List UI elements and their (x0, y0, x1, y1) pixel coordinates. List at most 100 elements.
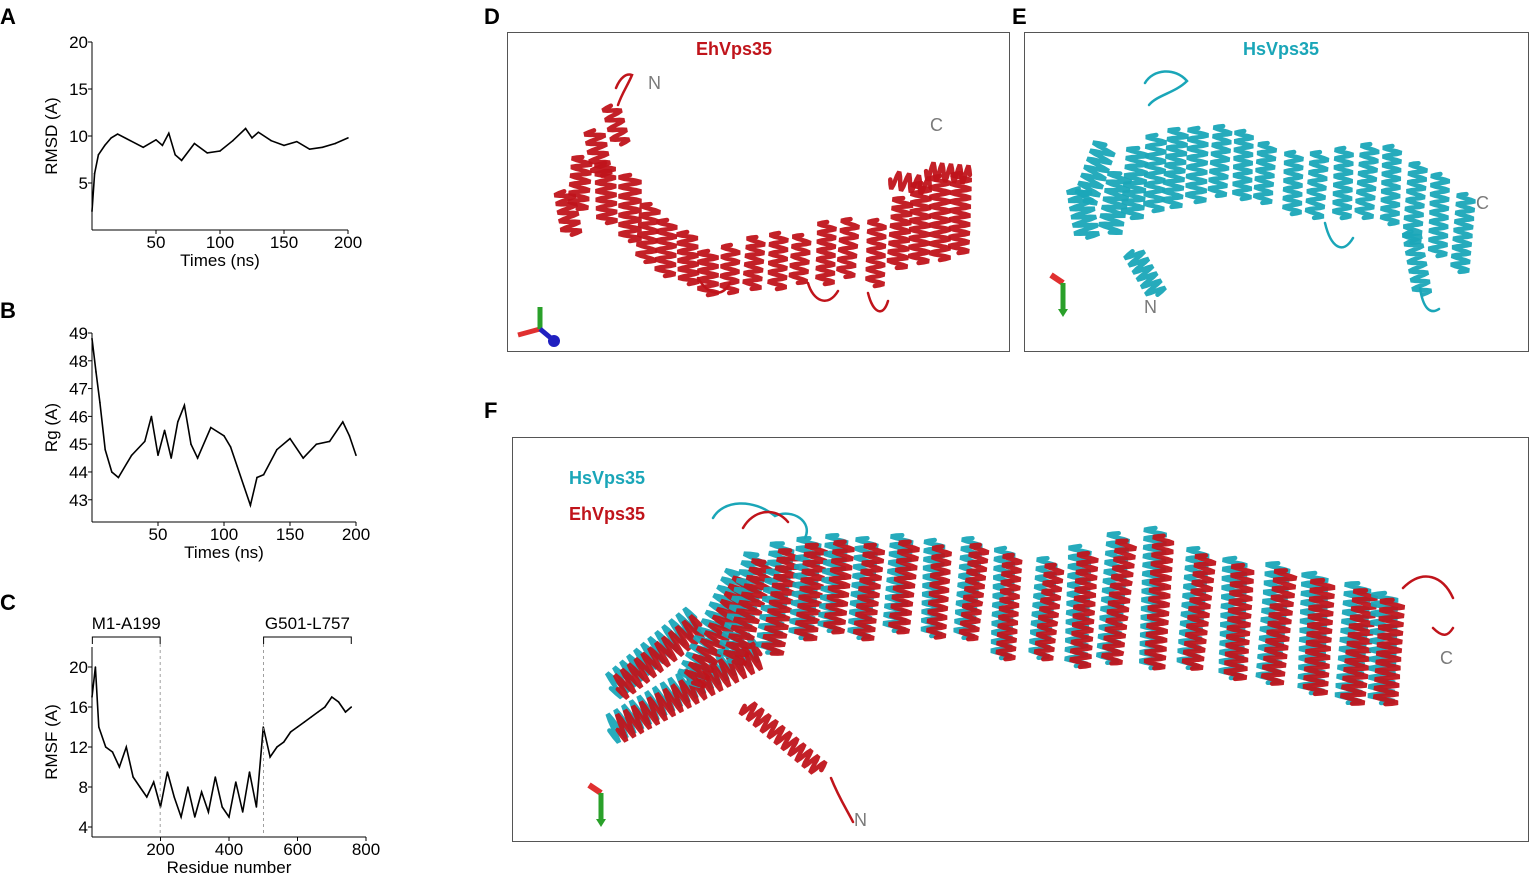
x-tick-label: 150 (276, 525, 304, 544)
helix (886, 195, 914, 271)
legend-hsvps35: HsVps35 (569, 468, 646, 488)
y-tick-label: 46 (69, 407, 88, 426)
ehvps35-helix (1302, 577, 1336, 697)
y-tick-label: 20 (69, 658, 88, 677)
helix (815, 219, 837, 287)
data-point (289, 437, 291, 440)
region-label: M1-A199 (92, 614, 161, 633)
data-point (244, 127, 247, 130)
data-point (152, 781, 155, 783)
helix (836, 216, 860, 280)
data-point (317, 711, 319, 713)
ehvps35-helix (1372, 597, 1406, 707)
data-point (262, 473, 265, 476)
data-point (142, 146, 144, 149)
data-point (177, 421, 179, 423)
data-point (150, 415, 153, 418)
data-point (97, 154, 100, 156)
data-point (173, 796, 175, 798)
helix (1123, 249, 1167, 297)
data-point (214, 776, 217, 778)
data-point (315, 443, 318, 445)
data-point (116, 133, 119, 135)
data-point (163, 429, 166, 432)
data-point (350, 706, 353, 708)
n-terminus-label: N (854, 810, 867, 830)
x-axis-arrow (587, 782, 603, 796)
data-point (146, 796, 148, 798)
data-point (243, 485, 245, 487)
helix (1185, 125, 1209, 205)
ehvps35-helix (738, 701, 828, 775)
x-tick-label: 50 (147, 233, 166, 252)
ehvps35-helix (995, 552, 1023, 662)
helix (1401, 229, 1433, 297)
helix (865, 217, 887, 289)
data-point (139, 786, 141, 788)
data-point (232, 139, 234, 142)
ehvps35-helix (1339, 588, 1379, 706)
data-point (219, 150, 221, 152)
panel-label-a: A (0, 4, 16, 29)
data-point (129, 139, 132, 142)
series-line (91, 338, 357, 509)
data-point (91, 210, 93, 212)
data-point (98, 726, 100, 728)
data-point (94, 666, 97, 668)
y-tick-label: 5 (79, 174, 88, 193)
panel-d-ehvps35-structure: EhVps35 N C (507, 32, 1010, 352)
ehvps35-helix (852, 542, 886, 642)
x-tick-label: 50 (149, 525, 168, 544)
data-point (93, 172, 96, 175)
helix (1161, 126, 1189, 210)
ehvps35-helix (612, 613, 706, 701)
data-point (270, 139, 273, 142)
helix (1354, 141, 1380, 221)
y-tick-label: 12 (69, 738, 88, 757)
data-point (91, 337, 93, 340)
ehvps35-helix (1033, 562, 1065, 662)
data-point (249, 504, 252, 507)
c-terminus-label: C (1476, 193, 1489, 213)
panel-label-c: C (0, 590, 16, 615)
data-point (210, 426, 212, 429)
region-label: G501-L757 (265, 614, 350, 633)
data-point (348, 435, 351, 437)
helix (1207, 123, 1233, 199)
x-tick-label: 100 (210, 525, 238, 544)
loop (741, 510, 790, 530)
data-point (303, 721, 306, 723)
helix (888, 170, 932, 196)
ehvps35-helix (1260, 568, 1298, 686)
y-tick-label: 4 (79, 818, 88, 837)
x-tick-label: 200 (342, 525, 370, 544)
helix (1332, 145, 1354, 221)
data-point (161, 144, 164, 147)
data-point (289, 731, 292, 733)
data-point (196, 457, 199, 459)
data-point (180, 159, 183, 162)
data-point (110, 137, 112, 139)
helix (1097, 170, 1133, 236)
data-point (276, 746, 278, 748)
data-point (344, 711, 347, 713)
data-point (302, 457, 305, 459)
loop (1143, 70, 1189, 107)
data-point (180, 816, 182, 818)
helix (1252, 140, 1278, 206)
loop (1401, 575, 1455, 636)
data-point (255, 806, 258, 808)
helix (601, 103, 631, 147)
y-tick-label: 49 (69, 324, 88, 343)
x-tick-label: 200 (334, 233, 362, 252)
data-point (241, 811, 244, 813)
x-tick-label: 400 (215, 840, 243, 859)
helix (1065, 186, 1101, 240)
helix (719, 242, 741, 296)
data-point (330, 696, 333, 698)
helix (788, 232, 812, 286)
x-axis-arrow (1049, 272, 1065, 286)
data-point (296, 140, 298, 143)
data-point (104, 448, 106, 451)
